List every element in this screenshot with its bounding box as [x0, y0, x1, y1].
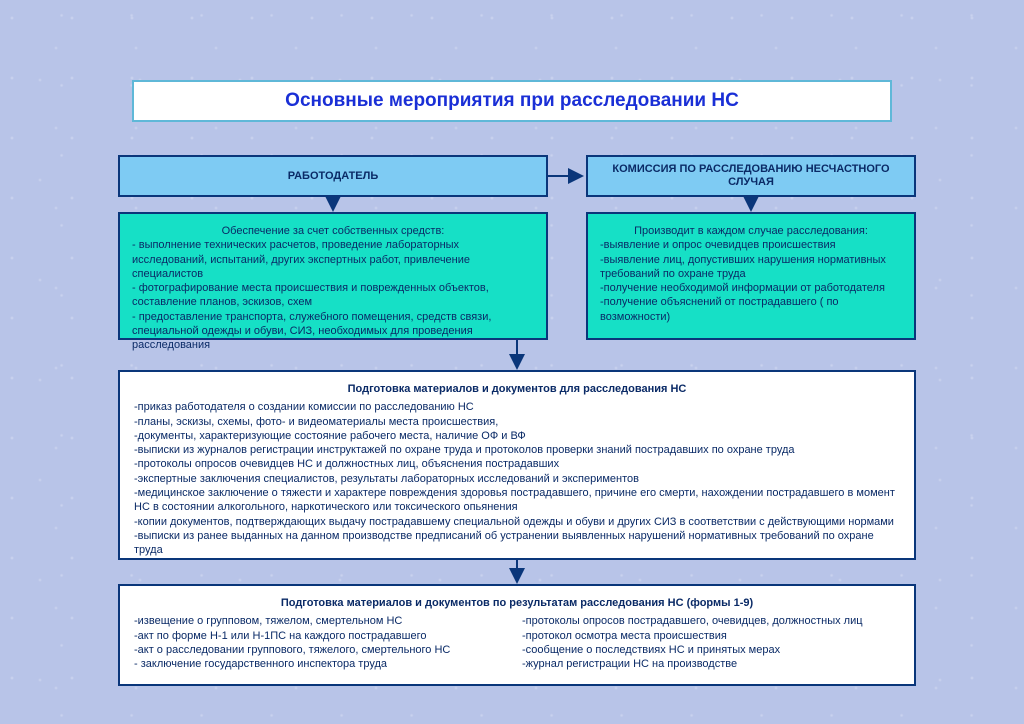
- commission-duties-lead: Производит в каждом случае расследования…: [600, 224, 902, 238]
- investigation-materials-body: -приказ работодателя о создании комиссии…: [134, 401, 895, 556]
- title-text: Основные мероприятия при расследовании Н…: [285, 90, 739, 112]
- employer-duties-lead: Обеспечение за счет собственных средств:: [132, 224, 534, 238]
- employer-duties-body: - выполнение технических расчетов, прове…: [132, 239, 491, 351]
- investigation-materials-box: Подготовка материалов и документов для р…: [118, 370, 916, 560]
- header-employer: РАБОТОДАТЕЛЬ: [118, 155, 548, 197]
- commission-duties-body: -выявление и опрос очевидцев происшестви…: [600, 239, 886, 322]
- result-materials-box: Подготовка материалов и документов по ре…: [118, 584, 916, 686]
- header-commission: КОМИССИЯ ПО РАССЛЕДОВАНИЮ НЕСЧАСТНОГО СЛ…: [586, 155, 916, 197]
- commission-duties-box: Производит в каждом случае расследования…: [586, 212, 916, 340]
- result-materials-right: -протоколы опросов пострадавшего, очевид…: [522, 614, 900, 671]
- result-materials-lead: Подготовка материалов и документов по ре…: [134, 596, 900, 610]
- header-commission-label: КОМИССИЯ ПО РАССЛЕДОВАНИЮ НЕСЧАСТНОГО СЛ…: [588, 163, 914, 188]
- employer-duties-box: Обеспечение за счет собственных средств:…: [118, 212, 548, 340]
- investigation-materials-lead: Подготовка материалов и документов для р…: [134, 382, 900, 396]
- title-box: Основные мероприятия при расследовании Н…: [132, 80, 892, 122]
- header-employer-label: РАБОТОДАТЕЛЬ: [288, 170, 379, 183]
- result-materials-left: -извещение о групповом, тяжелом, смертел…: [134, 614, 512, 671]
